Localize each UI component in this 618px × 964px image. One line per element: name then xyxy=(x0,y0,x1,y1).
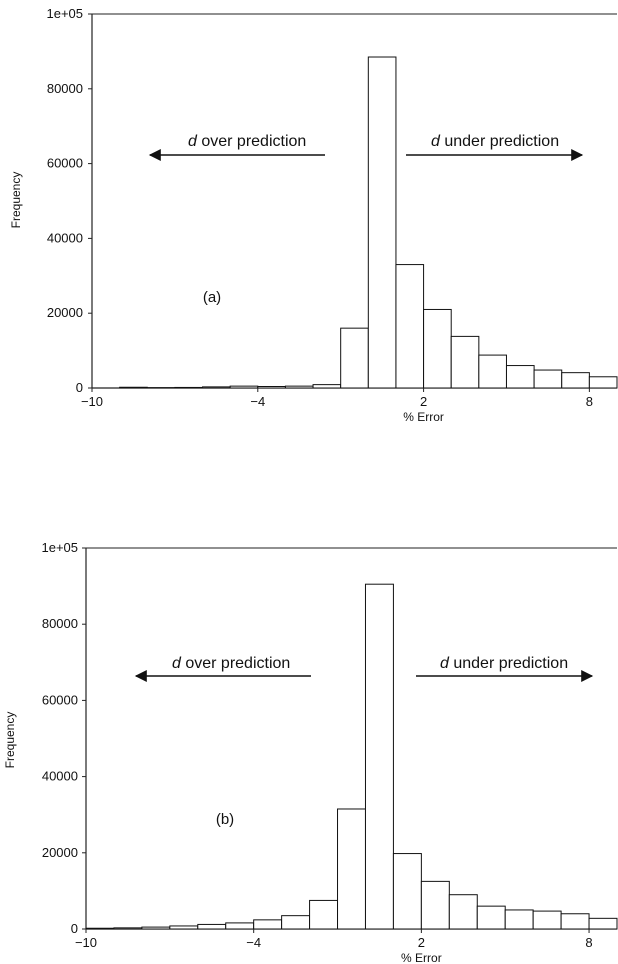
histogram-bar xyxy=(423,308,452,389)
x-tick-label: −4 xyxy=(246,935,261,950)
histogram-bar xyxy=(141,926,171,930)
panel-label: (b) xyxy=(216,811,234,828)
histogram-bar xyxy=(588,376,618,389)
histogram-bar xyxy=(337,808,366,930)
y-tick-label: 40000 xyxy=(42,769,78,784)
histogram-bar xyxy=(505,365,535,389)
histogram-bar xyxy=(253,919,283,930)
histogram-bar xyxy=(229,385,259,389)
over-prediction-label: d over prediction xyxy=(188,133,306,150)
y-tick-label: 40000 xyxy=(47,230,83,245)
y-axis-title: Frequency xyxy=(3,712,17,769)
histogram-bar xyxy=(174,386,204,389)
y-tick-label: 1e+05 xyxy=(41,540,78,555)
histogram-bar xyxy=(309,899,339,930)
histogram-bar xyxy=(119,386,148,389)
histogram-bar xyxy=(504,909,534,930)
histogram-bar xyxy=(532,910,562,930)
y-tick-label: 20000 xyxy=(42,845,78,860)
histogram-bar xyxy=(561,372,590,389)
histogram-bar xyxy=(364,583,394,930)
x-tick-label: −10 xyxy=(75,935,97,950)
histogram-bar xyxy=(588,917,618,930)
histogram-bar xyxy=(340,327,369,389)
y-tick-label: 60000 xyxy=(47,156,83,171)
y-tick-label: 1e+05 xyxy=(46,6,83,21)
panel-label: (a) xyxy=(203,289,221,306)
histogram-bar xyxy=(225,922,255,930)
x-tick-label: 8 xyxy=(585,935,592,950)
histogram-bar xyxy=(533,369,563,389)
over-prediction-label: d over prediction xyxy=(172,655,290,672)
y-tick-label: 80000 xyxy=(47,81,83,96)
histogram-bar xyxy=(169,925,199,930)
x-tick-label: −4 xyxy=(250,394,265,409)
panel-b: 0 20000 40000 60000 80000 1e+05 −10 −4 2 8 % Error… xyxy=(3,540,618,964)
histogram-bar xyxy=(420,880,450,930)
histogram-bar xyxy=(450,335,480,389)
histogram-bar xyxy=(395,264,425,389)
histogram-bar xyxy=(392,853,422,930)
histogram-bar xyxy=(197,923,227,930)
histogram-bar xyxy=(448,894,478,930)
y-tick-label: 0 xyxy=(76,380,83,395)
histogram-bar xyxy=(202,386,231,389)
x-tick-label: −10 xyxy=(81,394,103,409)
panel-a: 0 20000 40000 60000 80000 1e+05 −10 −4 2 8 % Error… xyxy=(9,6,618,424)
under-prediction-label: d under prediction xyxy=(440,655,568,672)
x-tick-label: 2 xyxy=(418,935,425,950)
histogram-bar xyxy=(257,386,286,389)
histogram-bar xyxy=(478,354,507,389)
histogram-bar xyxy=(476,905,506,930)
x-tick-label: 8 xyxy=(586,394,593,409)
y-tick-label: 80000 xyxy=(42,616,78,631)
histogram-bar xyxy=(281,915,311,930)
histogram-bar xyxy=(367,56,397,389)
y-tick-label: 20000 xyxy=(47,305,83,320)
histogram-bar xyxy=(284,385,314,389)
histogram-bar xyxy=(560,913,590,930)
x-tick-label: 2 xyxy=(420,394,427,409)
histogram-bar xyxy=(312,384,342,389)
y-axis-title: Frequency xyxy=(9,172,23,229)
histogram-bar xyxy=(113,927,143,930)
under-prediction-label: d under prediction xyxy=(431,133,559,150)
histogram-bar xyxy=(85,927,115,930)
x-axis-title: % Error xyxy=(401,951,442,964)
x-axis-title: % Error xyxy=(403,410,444,424)
y-tick-label: 60000 xyxy=(42,692,78,707)
y-tick-label: 0 xyxy=(71,921,78,936)
